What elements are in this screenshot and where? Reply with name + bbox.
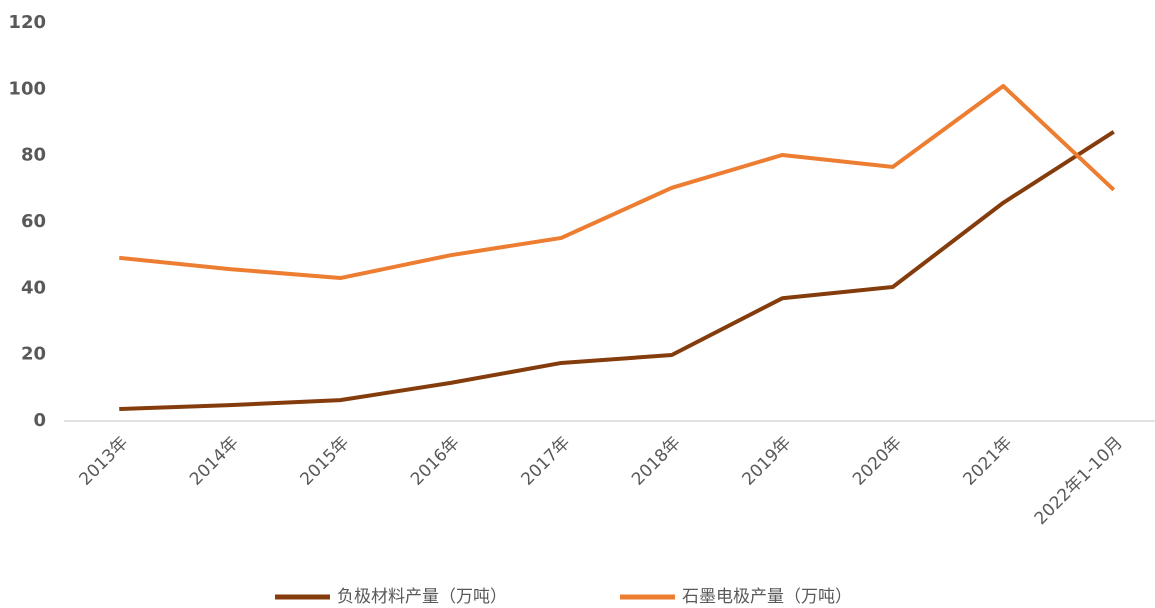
x-tick-label: 2020年 — [849, 433, 906, 490]
x-tick-label: 2014年 — [186, 433, 243, 490]
y-tick-label: 0 — [33, 410, 46, 431]
series-line — [119, 84, 1116, 281]
x-tick-label: 2018年 — [628, 433, 685, 490]
x-tick-label: 2013年 — [76, 433, 133, 490]
legend-label: 负极材料产量（万吨） — [337, 587, 507, 607]
x-tick-label: 2021年 — [960, 433, 1017, 490]
x-tick-label: 2022年1-10月 — [1031, 433, 1127, 529]
x-tick-label: 2017年 — [518, 433, 575, 490]
y-tick-label: 20 — [21, 344, 46, 365]
series-line — [119, 130, 1115, 412]
x-tick-label: 2016年 — [407, 433, 464, 490]
y-tick-label: 120 — [8, 12, 46, 33]
y-tick-label: 100 — [8, 78, 46, 99]
y-tick-label: 40 — [21, 277, 46, 298]
legend-label: 石墨电极产量（万吨） — [682, 587, 852, 607]
y-tick-label: 80 — [21, 145, 46, 166]
x-tick-label: 2019年 — [739, 433, 796, 490]
x-tick-label: 2015年 — [297, 433, 354, 490]
y-tick-label: 60 — [21, 211, 46, 232]
